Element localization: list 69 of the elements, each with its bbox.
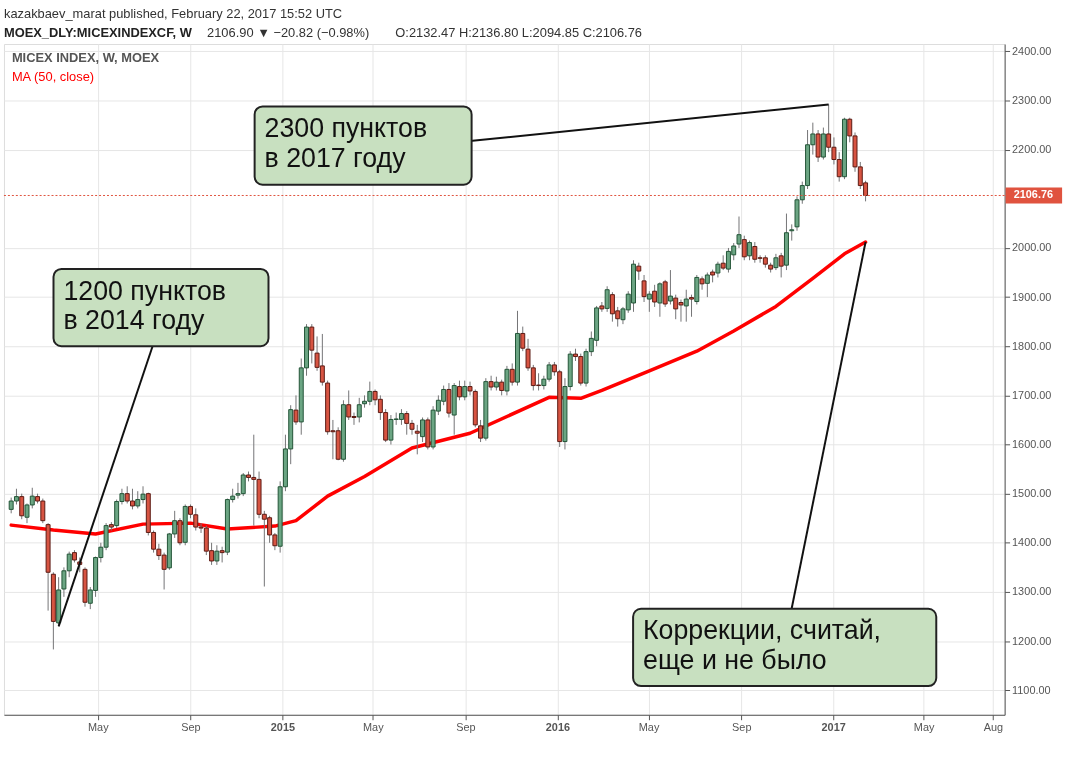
x-tick-label: Sep <box>181 721 201 734</box>
candlestick <box>820 127 826 161</box>
candlestick <box>662 279 668 308</box>
candlestick <box>741 235 747 261</box>
candlestick <box>446 382 452 418</box>
candlestick <box>789 223 795 242</box>
x-tick-label: May <box>88 721 110 734</box>
candlestick <box>699 275 705 291</box>
candlestick <box>747 240 753 261</box>
candlestick <box>736 216 742 249</box>
y-tick-label: 1700.00 <box>1012 388 1052 401</box>
y-tick-label: 1300.00 <box>1012 585 1052 598</box>
candlestick <box>641 274 647 303</box>
y-tick-label: 1900.00 <box>1012 290 1052 303</box>
x-tick-label: Sep <box>456 721 476 734</box>
candlestick <box>704 272 710 298</box>
y-tick-label: 2400.00 <box>1012 44 1052 57</box>
line-series <box>9 240 868 536</box>
candlestick <box>815 129 821 163</box>
candlestick <box>778 252 784 278</box>
candlestick <box>667 269 673 305</box>
candlestick <box>652 284 658 308</box>
chart-subtitle: MICEX INDEX, W, MOEX <box>11 49 160 65</box>
text: kazakbaev_marat published, February 22, 2017 15:52 UTC <box>3 6 343 22</box>
candlestick <box>504 365 510 396</box>
candlestick <box>657 281 663 318</box>
candlestick <box>19 493 25 520</box>
annotation: 1200 пунктов в 2014 году <box>63 275 227 336</box>
text: MA (50, close) <box>11 68 95 84</box>
candlestick <box>309 323 315 364</box>
candlestick <box>456 380 462 401</box>
candlestick <box>604 285 610 313</box>
chart-title: MOEX_DLY:MICEXINDEXCF, W <box>3 25 193 41</box>
candlestick <box>509 362 515 387</box>
y-tick-label: 1600.00 <box>1012 437 1052 450</box>
candlestick <box>293 394 299 426</box>
y-tick-label: 2300.00 <box>1012 94 1052 107</box>
y-tick-label: 1100.00 <box>1012 683 1051 696</box>
x-tick-label: May <box>913 721 935 734</box>
y-tick-label: 1200.00 <box>1012 634 1052 647</box>
candlestick <box>462 380 468 401</box>
candlestick <box>414 424 420 455</box>
x-tick-label: Sep <box>732 721 752 734</box>
candlestick <box>356 397 362 423</box>
y-tick-label: 1800.00 <box>1012 339 1052 352</box>
annotation: Коррекции, считай, еще и не было <box>643 615 882 676</box>
candlestick <box>219 546 225 563</box>
text: 2106.90 ▼ −20.82 (−0.98%) <box>207 25 370 41</box>
candlestick <box>520 326 526 352</box>
y-tick-label: 2200.00 <box>1012 143 1052 156</box>
annotation: 2300 пунктов в 2017 году <box>264 113 428 173</box>
candlestick <box>488 375 494 391</box>
y-tick-label: 1400.00 <box>1012 536 1052 549</box>
x-tick-label: 2017 <box>821 721 846 734</box>
text: O:2132.47 H:2136.80 L:2094.85 C:2106.76 <box>395 25 642 41</box>
candlestick <box>689 294 695 318</box>
candlestick <box>214 544 220 566</box>
y-tick-label: 2000.00 <box>1012 241 1052 254</box>
ref-line-label: 2106.76 <box>1013 188 1054 201</box>
candlestick <box>177 517 183 546</box>
candlestick <box>420 416 426 443</box>
candlestick <box>646 290 652 313</box>
x-tick-label: May <box>638 721 660 734</box>
x-tick-label: 2016 <box>545 721 571 734</box>
x-tick-label: 2015 <box>270 721 296 734</box>
x-tick-label: May <box>363 721 385 734</box>
x-tick-label: Aug <box>983 721 1004 734</box>
y-tick-label: 1500.00 <box>1012 487 1052 500</box>
candlestick <box>683 289 689 323</box>
